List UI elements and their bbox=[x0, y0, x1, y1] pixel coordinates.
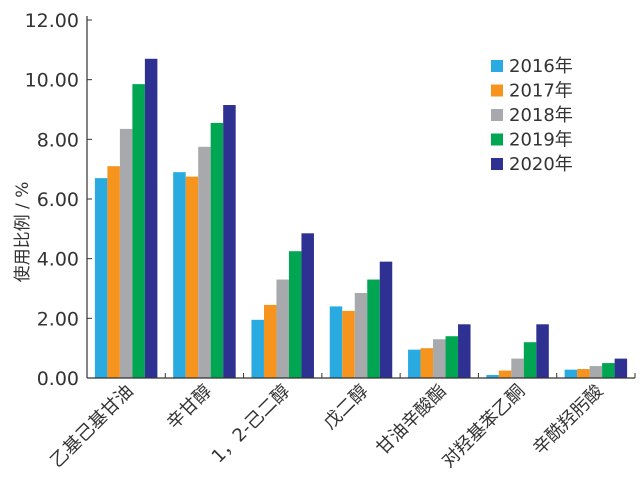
bar-4-5 bbox=[379, 261, 393, 378]
bar-1-4 bbox=[132, 84, 145, 378]
bar-5-1 bbox=[408, 349, 421, 378]
bar-6-4 bbox=[523, 342, 537, 378]
category-label: 1，2-己二醇 bbox=[208, 381, 295, 468]
bar-7-2 bbox=[577, 369, 590, 378]
legend-swatch bbox=[491, 133, 503, 146]
y-tick-label: 4.00 bbox=[37, 249, 79, 271]
bar-7-3 bbox=[589, 366, 603, 378]
bar-6-5 bbox=[536, 324, 549, 378]
bar-3-5 bbox=[301, 233, 314, 378]
bar-6-2 bbox=[498, 370, 512, 378]
bar-1-3 bbox=[119, 128, 133, 378]
bar-5-2 bbox=[420, 348, 434, 378]
y-axis-title: 使用比例 / % bbox=[12, 182, 33, 283]
bar-7-4 bbox=[602, 363, 615, 378]
bar-2-5 bbox=[223, 105, 236, 379]
y-tick-label: 8.00 bbox=[37, 129, 79, 151]
bar-5-3 bbox=[433, 339, 446, 378]
bar-7-1 bbox=[564, 369, 578, 378]
category-label: 辛酰羟肟酸 bbox=[529, 381, 607, 459]
bar-2-1 bbox=[173, 172, 186, 378]
bar-1-1 bbox=[94, 178, 108, 378]
bar-2-2 bbox=[185, 176, 199, 379]
legend-swatch bbox=[491, 60, 503, 72]
y-tick-label: 10.00 bbox=[25, 70, 79, 92]
y-tick-label: 2.00 bbox=[37, 308, 79, 330]
bar-4-4 bbox=[367, 279, 380, 378]
category-label: 甘油辛酸酯 bbox=[372, 381, 450, 459]
bar-3-4 bbox=[288, 251, 302, 378]
category-label: 辛甘醇 bbox=[163, 381, 216, 434]
legend-swatch bbox=[491, 84, 503, 97]
bar-6-3 bbox=[511, 358, 524, 378]
bar-4-3 bbox=[354, 292, 368, 378]
bar-4-1 bbox=[329, 306, 343, 378]
y-tick-label: 6.00 bbox=[37, 189, 79, 211]
bar-5-5 bbox=[458, 324, 471, 378]
y-tick-labels: 0.00 2.00 4.00 6.00 8.00 10.00 12.00 bbox=[25, 10, 79, 390]
bar-3-2 bbox=[263, 304, 277, 378]
y-tick-label: 0.00 bbox=[37, 368, 79, 390]
legend-label: 2018年 bbox=[509, 105, 573, 126]
legend-label: 2017年 bbox=[509, 81, 573, 102]
bar-2-3 bbox=[198, 146, 211, 378]
bar-2-4 bbox=[210, 122, 224, 378]
legend: 2016年 2017年 2018年 2019年 2020年 bbox=[491, 56, 573, 175]
legend-label: 2019年 bbox=[509, 130, 573, 151]
legend-label: 2016年 bbox=[509, 56, 573, 77]
axes bbox=[86, 16, 636, 379]
legend-swatch bbox=[491, 158, 503, 170]
legend-swatch bbox=[491, 109, 503, 121]
bar-3-3 bbox=[276, 279, 289, 378]
bar-4-2 bbox=[342, 310, 355, 379]
bar-1-5 bbox=[144, 58, 158, 378]
y-tick-label: 12.00 bbox=[25, 10, 79, 32]
legend-label: 2020年 bbox=[509, 154, 573, 175]
category-label: 对羟基苯乙酮 bbox=[438, 381, 529, 472]
bar-3-1 bbox=[251, 319, 264, 378]
category-label: 戊二醇 bbox=[320, 381, 373, 434]
bar-7-5 bbox=[614, 358, 628, 378]
bar-1-2 bbox=[107, 166, 120, 378]
bar-5-4 bbox=[445, 336, 459, 378]
category-label: 乙基己基甘油 bbox=[46, 381, 137, 472]
bar-6-1 bbox=[486, 375, 499, 378]
plot-bars bbox=[94, 58, 628, 379]
